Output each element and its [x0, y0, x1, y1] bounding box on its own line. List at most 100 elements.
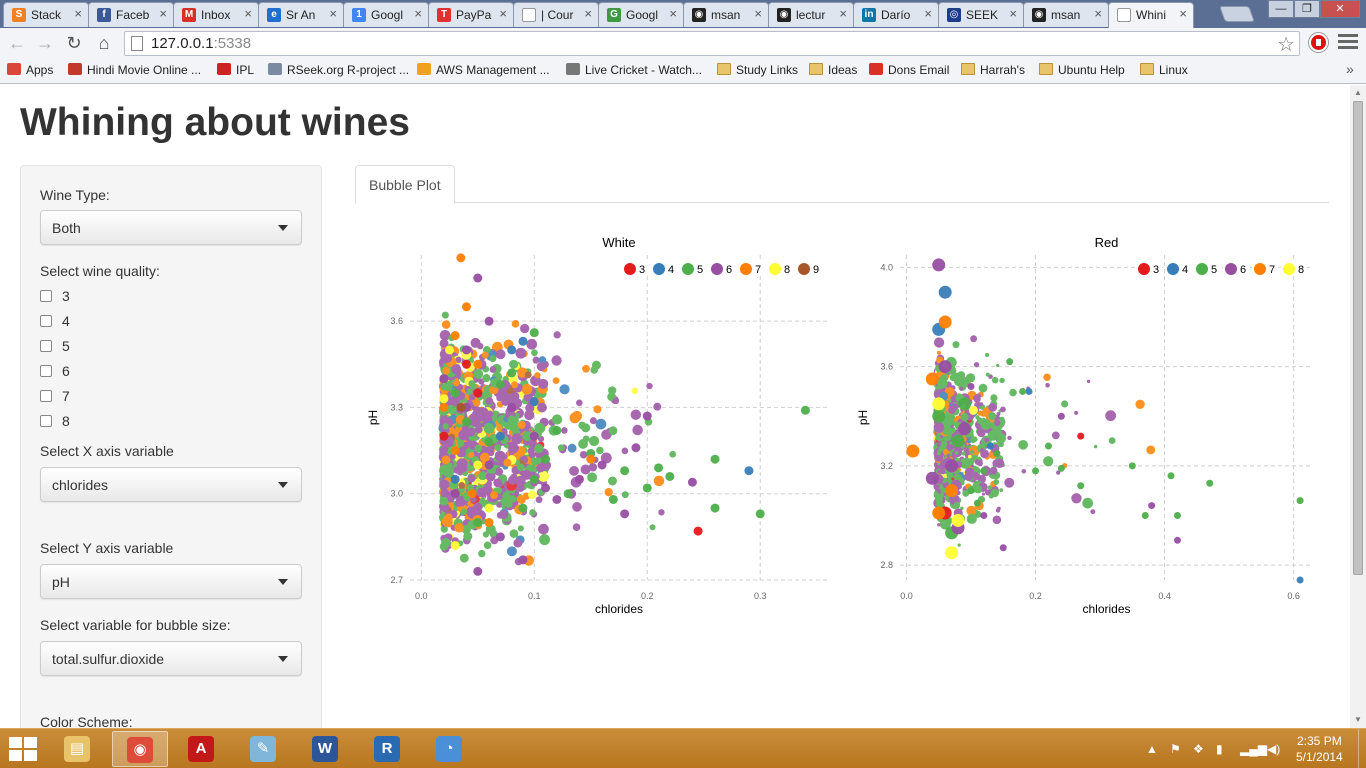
bookmark-item[interactable]: Hindi Movie Online ...: [68, 63, 201, 77]
bookmark-item[interactable]: Study Links: [717, 63, 798, 77]
legend-label: 7: [755, 264, 761, 276]
new-tab-button[interactable]: [1219, 6, 1255, 22]
bubble-size-select[interactable]: total.sulfur.dioxide: [40, 641, 302, 676]
checkbox[interactable]: [40, 415, 52, 427]
bookmark-item[interactable]: Apps: [7, 63, 53, 77]
browser-tab[interactable]: M Inbox ×: [173, 2, 259, 27]
reload-icon[interactable]: ↻: [66, 33, 82, 53]
address-bar[interactable]: 127.0.0.1:5338 ☆: [124, 31, 1300, 56]
browser-tab[interactable]: S Stack ×: [3, 2, 89, 27]
close-tab-icon[interactable]: ×: [499, 6, 507, 21]
volume-icon[interactable]: ◀): [1267, 742, 1281, 756]
bookmark-star-icon[interactable]: ☆: [1277, 34, 1295, 56]
minimize-button[interactable]: —: [1268, 0, 1294, 18]
bookmark-item[interactable]: Harrah's: [961, 63, 1025, 77]
forward-icon[interactable]: →: [36, 33, 54, 53]
tray-arrow-icon[interactable]: ▲: [1146, 742, 1158, 756]
bookmark-item[interactable]: RSeek.org R-project ...: [268, 63, 409, 77]
dropbox-icon[interactable]: ❖: [1193, 742, 1204, 756]
close-tab-icon[interactable]: ×: [839, 6, 847, 21]
acrobat-taskbar-button[interactable]: A: [174, 731, 230, 767]
chrome-taskbar-button[interactable]: ◉: [112, 731, 168, 767]
word-taskbar-button[interactable]: W: [298, 731, 354, 767]
close-tab-icon[interactable]: ×: [924, 6, 932, 21]
quality-checkbox-7[interactable]: 7: [40, 388, 70, 404]
bubble: [608, 426, 618, 436]
browser-tab[interactable]: ◉ msan ×: [683, 2, 769, 27]
close-tab-icon[interactable]: ×: [414, 6, 422, 21]
page-scrollbar[interactable]: ▲ ▼: [1350, 85, 1366, 728]
browser-tab[interactable]: | Cour ×: [513, 2, 599, 27]
checkbox[interactable]: [40, 290, 52, 302]
bookmark-item[interactable]: AWS Management ...: [417, 63, 550, 77]
bubble: [977, 456, 981, 461]
x-tick-label: 0.0: [900, 591, 913, 601]
close-tab-icon[interactable]: ×: [669, 6, 677, 21]
browser-tab[interactable]: 1 Googl ×: [343, 2, 429, 27]
network-icon[interactable]: ▂▄▆: [1240, 742, 1267, 756]
checkbox[interactable]: [40, 365, 52, 377]
quality-checkbox-3[interactable]: 3: [40, 288, 70, 304]
close-tab-icon[interactable]: ×: [584, 6, 592, 21]
x-axis-select[interactable]: chlorides: [40, 467, 302, 502]
bubble: [995, 433, 1007, 444]
browser-tab[interactable]: ◉ lectur ×: [768, 2, 854, 27]
checkbox[interactable]: [40, 340, 52, 352]
bubble: [964, 472, 974, 482]
bookmark-item[interactable]: Live Cricket - Watch...: [566, 63, 702, 77]
home-icon[interactable]: ⌂: [98, 33, 110, 53]
close-window-button[interactable]: ✕: [1320, 0, 1360, 18]
scrollbar-thumb[interactable]: [1353, 101, 1363, 575]
quality-checkbox-4[interactable]: 4: [40, 313, 70, 329]
bubble: [646, 382, 653, 390]
browser-tab[interactable]: G Googl ×: [598, 2, 684, 27]
quality-checkbox-8[interactable]: 8: [40, 413, 70, 429]
show-desktop-button[interactable]: [1358, 729, 1366, 768]
extension-icon[interactable]: [1309, 33, 1328, 52]
windows-start-icon[interactable]: [9, 737, 39, 761]
browser-tab[interactable]: T PayPa ×: [428, 2, 514, 27]
browser-tab[interactable]: e Sr An ×: [258, 2, 344, 27]
quality-checkbox-5[interactable]: 5: [40, 338, 70, 354]
wine-type-select[interactable]: Both: [40, 210, 302, 245]
y-axis-select[interactable]: pH: [40, 564, 302, 599]
checkbox[interactable]: [40, 315, 52, 327]
bubble: [967, 454, 972, 459]
close-tab-icon[interactable]: ×: [74, 6, 82, 21]
browser-tab[interactable]: ◉ msan ×: [1023, 2, 1109, 27]
close-tab-icon[interactable]: ×: [329, 6, 337, 21]
notepad-taskbar-button[interactable]: ✎: [236, 731, 292, 767]
close-tab-icon[interactable]: ×: [1094, 6, 1102, 21]
data-point-quality-5: [1032, 467, 1040, 475]
close-tab-icon[interactable]: ×: [244, 6, 252, 21]
bookmark-label: Ubuntu Help: [1058, 63, 1125, 77]
bubble: [1090, 509, 1096, 515]
file-explorer-taskbar-button[interactable]: ▤: [50, 731, 106, 767]
bookmark-item[interactable]: Dons Email: [869, 63, 949, 77]
bookmark-item[interactable]: IPL: [217, 63, 254, 77]
app-taskbar-button[interactable]: ◔: [422, 731, 478, 767]
close-tab-icon[interactable]: ×: [1179, 6, 1187, 21]
close-tab-icon[interactable]: ×: [754, 6, 762, 21]
more-bookmarks-icon[interactable]: »: [1346, 61, 1354, 77]
browser-tab[interactable]: ◎ SEEK ×: [938, 2, 1024, 27]
flag-icon[interactable]: ⚑: [1170, 742, 1181, 756]
browser-tab[interactable]: Whini ×: [1108, 2, 1194, 28]
close-tab-icon[interactable]: ×: [1009, 6, 1017, 21]
browser-tab[interactable]: in Darío ×: [853, 2, 939, 27]
menu-icon[interactable]: [1338, 34, 1358, 52]
bookmark-item[interactable]: Linux: [1140, 63, 1188, 77]
power-icon[interactable]: ▮: [1216, 742, 1223, 756]
bookmark-item[interactable]: Ideas: [809, 63, 857, 77]
maximize-button[interactable]: ❐: [1294, 0, 1320, 18]
bubble: [528, 452, 536, 459]
back-icon[interactable]: ←: [8, 33, 26, 53]
close-tab-icon[interactable]: ×: [159, 6, 167, 21]
tab-bubble-plot[interactable]: Bubble Plot: [355, 165, 455, 204]
clock[interactable]: 2:35 PM 5/1/2014: [1296, 733, 1343, 765]
checkbox[interactable]: [40, 390, 52, 402]
r-taskbar-button[interactable]: R: [360, 731, 416, 767]
bookmark-item[interactable]: Ubuntu Help: [1039, 63, 1125, 77]
browser-tab[interactable]: f Faceb ×: [88, 2, 174, 27]
quality-checkbox-6[interactable]: 6: [40, 363, 70, 379]
